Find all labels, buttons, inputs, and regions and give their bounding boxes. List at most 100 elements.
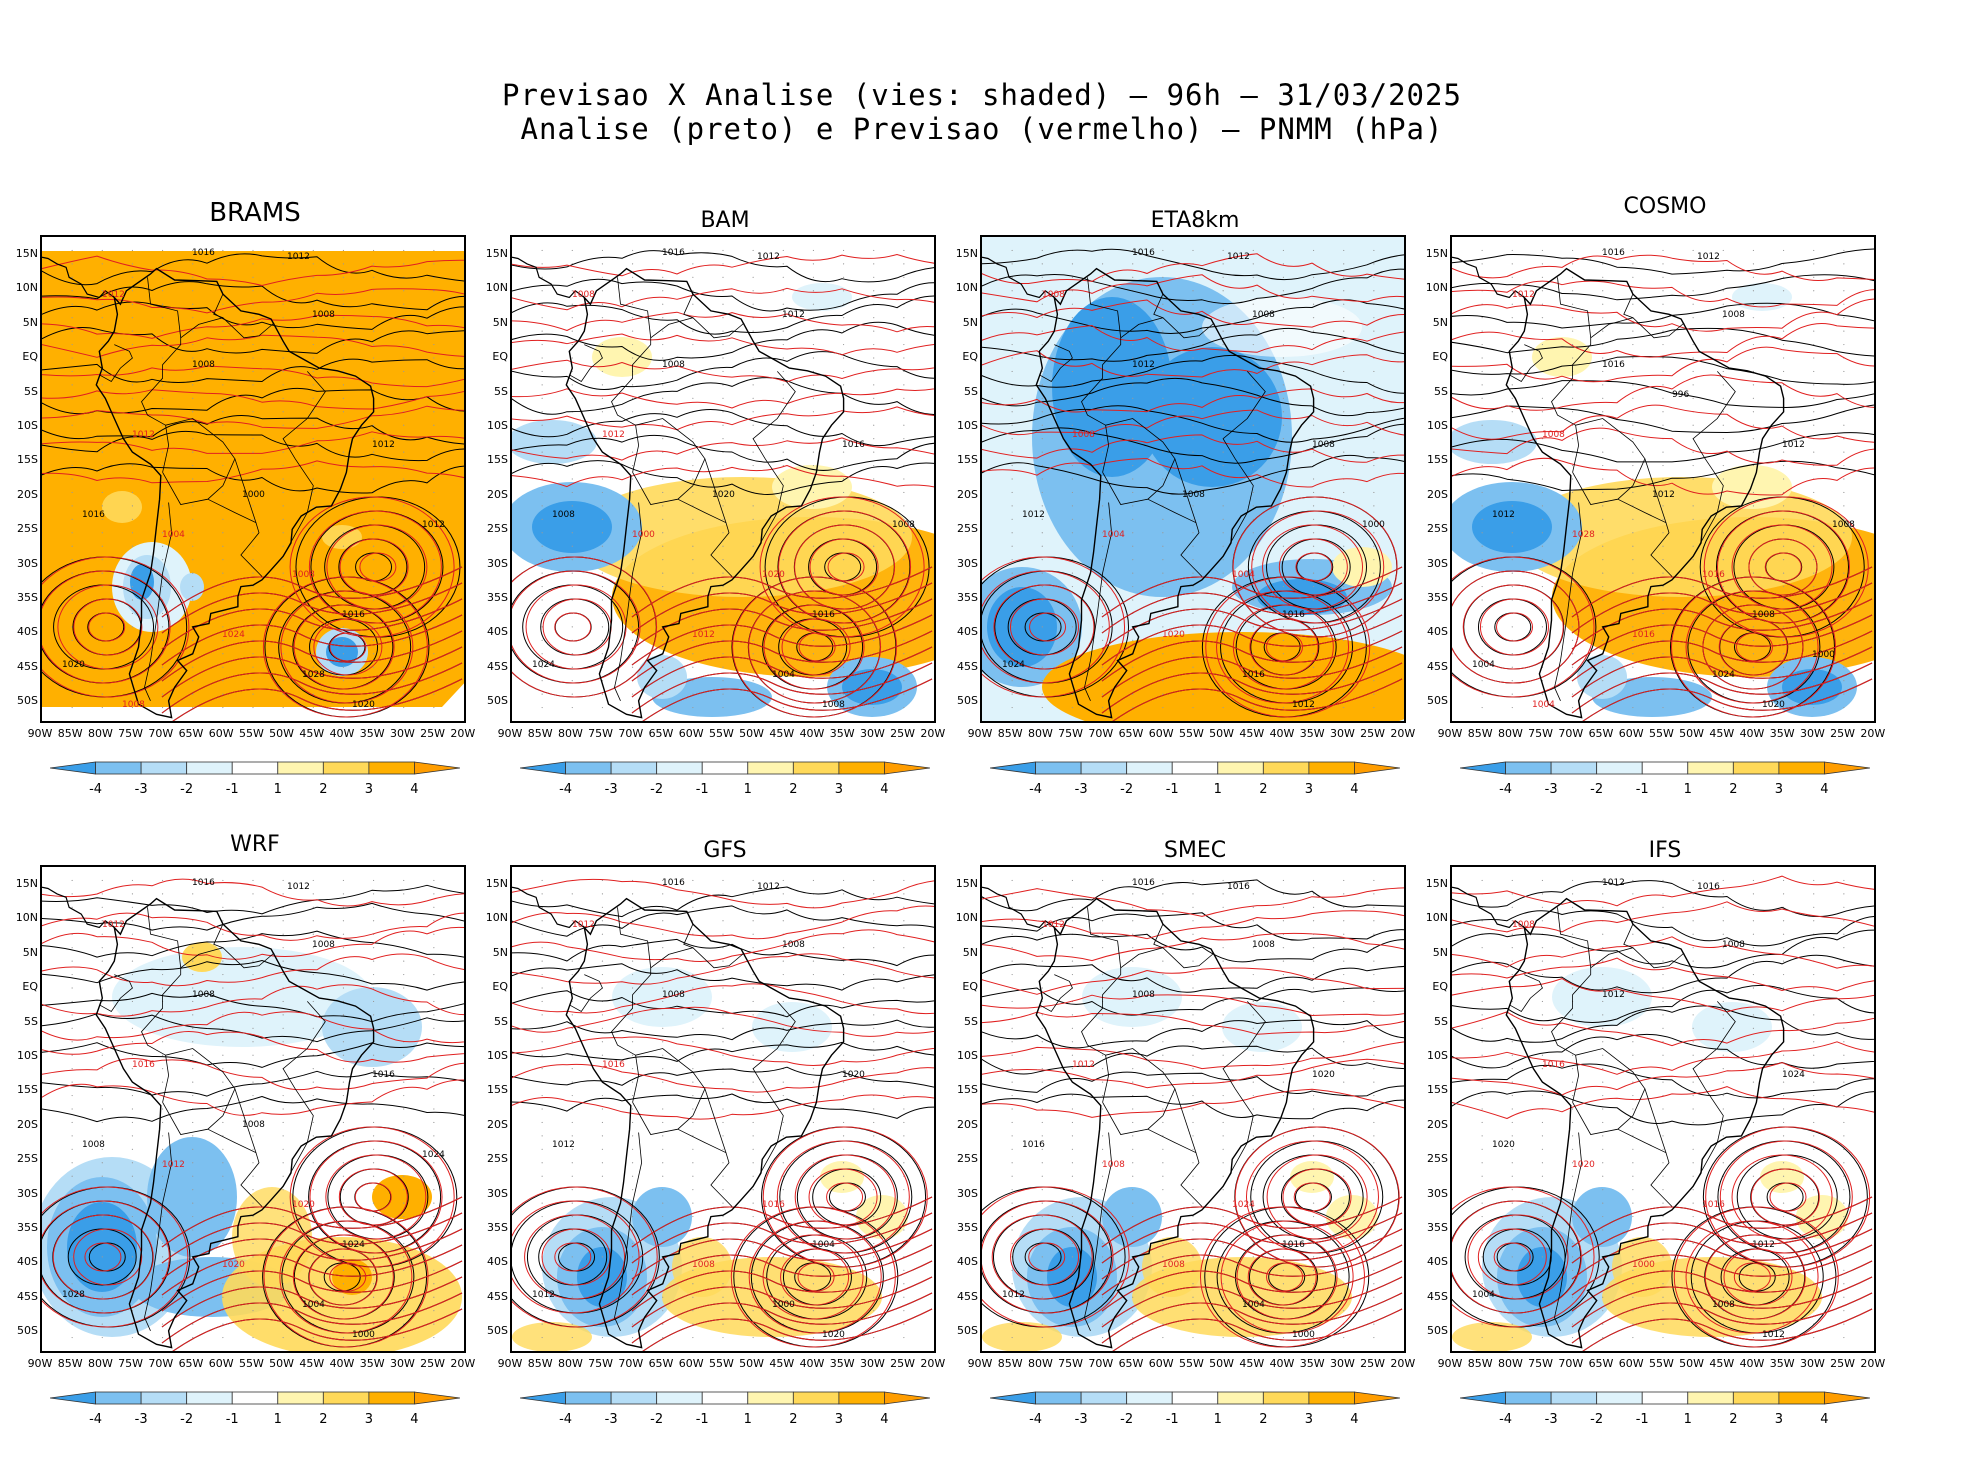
colorbar-swatch [792, 761, 840, 775]
colorbar-swatch [1641, 761, 1689, 775]
country-border [162, 1102, 224, 1135]
lat-label: 20S [487, 1117, 508, 1131]
isobar-label: 1008 [572, 290, 595, 300]
colorbar-label: -4 [1029, 1412, 1043, 1427]
isobar-label: 1008 [242, 1120, 265, 1130]
lon-label: 25W [890, 727, 916, 740]
lat-label: 10S [487, 1049, 508, 1062]
colorbar-swatch [1550, 1391, 1598, 1405]
colorbar-label: 2 [789, 782, 798, 797]
south-america-coastline [1505, 897, 1785, 1349]
lat-label: 40S [957, 625, 978, 639]
lat-label: 30S [17, 556, 38, 570]
lat-label: 25S [957, 522, 978, 536]
lat-label: 10S [957, 1049, 978, 1062]
country-border [165, 1048, 236, 1116]
lat-label: 35S [17, 591, 38, 604]
colorbar-swatch [368, 1391, 415, 1405]
colorbar-label: -4 [559, 782, 573, 797]
colorbar-swatch [277, 1391, 324, 1405]
isobar-label: 1008 [1252, 940, 1275, 950]
country-border [1039, 974, 1073, 1013]
country-border [1644, 458, 1673, 577]
colorbar-swatch [1217, 761, 1264, 775]
colorbar-swatch [1596, 761, 1643, 775]
colorbar-label: -4 [1499, 1412, 1513, 1427]
bias-map: 1016 1012 1012 1008 1008 1012 1016 1012 1008 1016… [42, 248, 464, 721]
isobar-label: 1016 [1242, 670, 1265, 680]
colorbar-swatch [140, 1391, 188, 1405]
country-border [1617, 498, 1667, 524]
colorbar-swatch [1308, 761, 1355, 775]
isobar-label: 1020 [842, 1070, 865, 1080]
country-border [1692, 371, 1736, 557]
lon-label: 65W [1118, 727, 1144, 740]
lon-label: 80W [87, 727, 113, 740]
lat-label: 40S [487, 1255, 508, 1269]
isobar-label: 1020 [822, 1330, 845, 1340]
isobar-label: 1024 [222, 630, 245, 640]
isobar-label: 1016 [192, 248, 215, 258]
forecast-isobars [1452, 875, 1874, 1351]
isobar-label: 1024 [342, 1240, 365, 1250]
map-frame: 1016 1012 1012 1008 1008 1012 1016 1012 1008 1016… [40, 235, 466, 723]
lat-label: 15N [15, 247, 38, 260]
bias-map: 1016 1012 1008 1008 1012 1008 1012 1008 1004 1016… [982, 237, 1404, 721]
panel-title: BRAMS [209, 198, 301, 228]
isobar-label: 1012 [1132, 360, 1155, 370]
colorbar-swatch [322, 761, 370, 775]
grid-dots [1481, 249, 1845, 709]
lon-label: 40W [799, 1357, 825, 1370]
lon-label: 40W [799, 727, 825, 740]
lon-label: 60W [1148, 727, 1174, 740]
lon-label: 40W [1739, 727, 1765, 740]
isobar-label: 1012 [1042, 920, 1065, 930]
colorbar-label: -2 [650, 782, 664, 797]
colorbar-label: 4 [1820, 1412, 1829, 1427]
map-frame: 1016 1012 1008 1012 1008 1012 1008 1016 1020 1016… [510, 235, 936, 723]
isobar-label: 1004 [1232, 570, 1255, 580]
colorbar-label: -2 [1120, 1412, 1134, 1427]
map-frame: 1016 1012 1012 1008 1008 1016 1008 1016 1020 1024… [40, 865, 466, 1353]
lat-label: 40S [17, 1255, 38, 1269]
isobar-label: 1008 [892, 520, 915, 530]
lon-label: 40W [329, 727, 355, 740]
central-america-coastline [1452, 256, 1525, 299]
colorbar-swatch [368, 761, 415, 775]
country-border [141, 907, 182, 1103]
lat-label: 15N [1425, 877, 1448, 890]
map-frame: 1012 1016 1008 1008 1012 1016 1020 1024 1016 1012… [1450, 865, 1876, 1353]
country-border [1081, 907, 1122, 1103]
lon-label: 65W [648, 1357, 674, 1370]
country-border [1084, 502, 1113, 701]
colorbar-swatch [140, 761, 188, 775]
lon-label: 45W [769, 727, 795, 740]
forecast-isobars [1452, 254, 1874, 721]
isobar-label: 1016 [1132, 248, 1155, 258]
country-border [141, 277, 182, 473]
lon-label: 70W [148, 1357, 174, 1370]
isobar-label: 1020 [62, 660, 85, 670]
lat-label: 5N [22, 945, 38, 959]
lon-label: 50W [269, 1357, 295, 1370]
colorbar-label: -4 [1499, 782, 1513, 797]
colorbar-label: -4 [559, 1412, 573, 1427]
lat-label: 5S [494, 384, 508, 398]
lon-label: 90W [497, 727, 523, 740]
lat-label: 20S [1427, 1117, 1448, 1131]
country-border [165, 418, 236, 486]
lat-label: 5S [964, 1014, 978, 1028]
forecast-isobars [512, 878, 934, 1351]
isobar-label: 1004 [1472, 1290, 1495, 1300]
lat-label: EQ [492, 980, 508, 994]
lat-label: 15S [487, 453, 508, 467]
lat-label: 20S [17, 487, 38, 501]
lon-label: 35W [1299, 727, 1325, 740]
lat-label: 35S [1427, 591, 1448, 604]
lon-label: 30W [1799, 727, 1825, 740]
forecast-isobars [512, 253, 934, 721]
isobar-label: 1012 [1602, 878, 1625, 888]
lon-label: 30W [859, 1357, 885, 1370]
lat-label: 5N [22, 315, 38, 329]
lon-label: 85W [997, 727, 1023, 740]
